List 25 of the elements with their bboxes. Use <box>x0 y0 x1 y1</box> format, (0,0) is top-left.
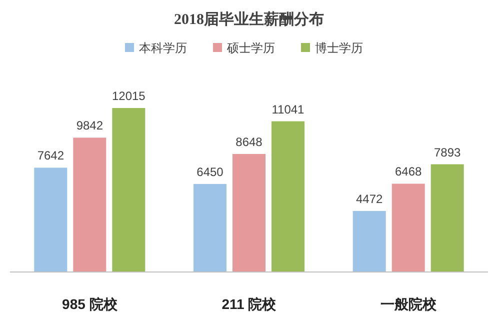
bar <box>34 168 68 272</box>
bar <box>194 184 226 272</box>
bar <box>73 138 106 272</box>
bar <box>352 210 386 272</box>
data-label: 4472 <box>356 192 384 206</box>
x-tick-label: 985 院校 <box>62 296 118 312</box>
data-label: 7893 <box>434 145 462 160</box>
bar <box>392 184 425 272</box>
data-label: 6468 <box>394 164 422 179</box>
data-label: 12015 <box>112 89 146 103</box>
x-tick-label: 211 院校 <box>222 296 278 312</box>
chart-title: 2018届毕业生薪酬分布 <box>174 11 324 28</box>
data-label: 9842 <box>76 118 104 133</box>
data-label: 11041 <box>272 102 305 116</box>
bar <box>272 121 304 272</box>
bar <box>112 108 146 272</box>
data-label: 8648 <box>236 134 263 149</box>
data-label: 6450 <box>196 164 224 179</box>
x-tick-label: 一般院校 <box>380 296 438 312</box>
bar <box>430 164 464 272</box>
legend-label: 本科学历 <box>139 41 187 55</box>
legend-label: 博士学历 <box>315 41 363 55</box>
data-label: 7642 <box>37 148 64 163</box>
legend-label: 硕士学历 <box>226 41 275 55</box>
bar <box>232 154 266 272</box>
